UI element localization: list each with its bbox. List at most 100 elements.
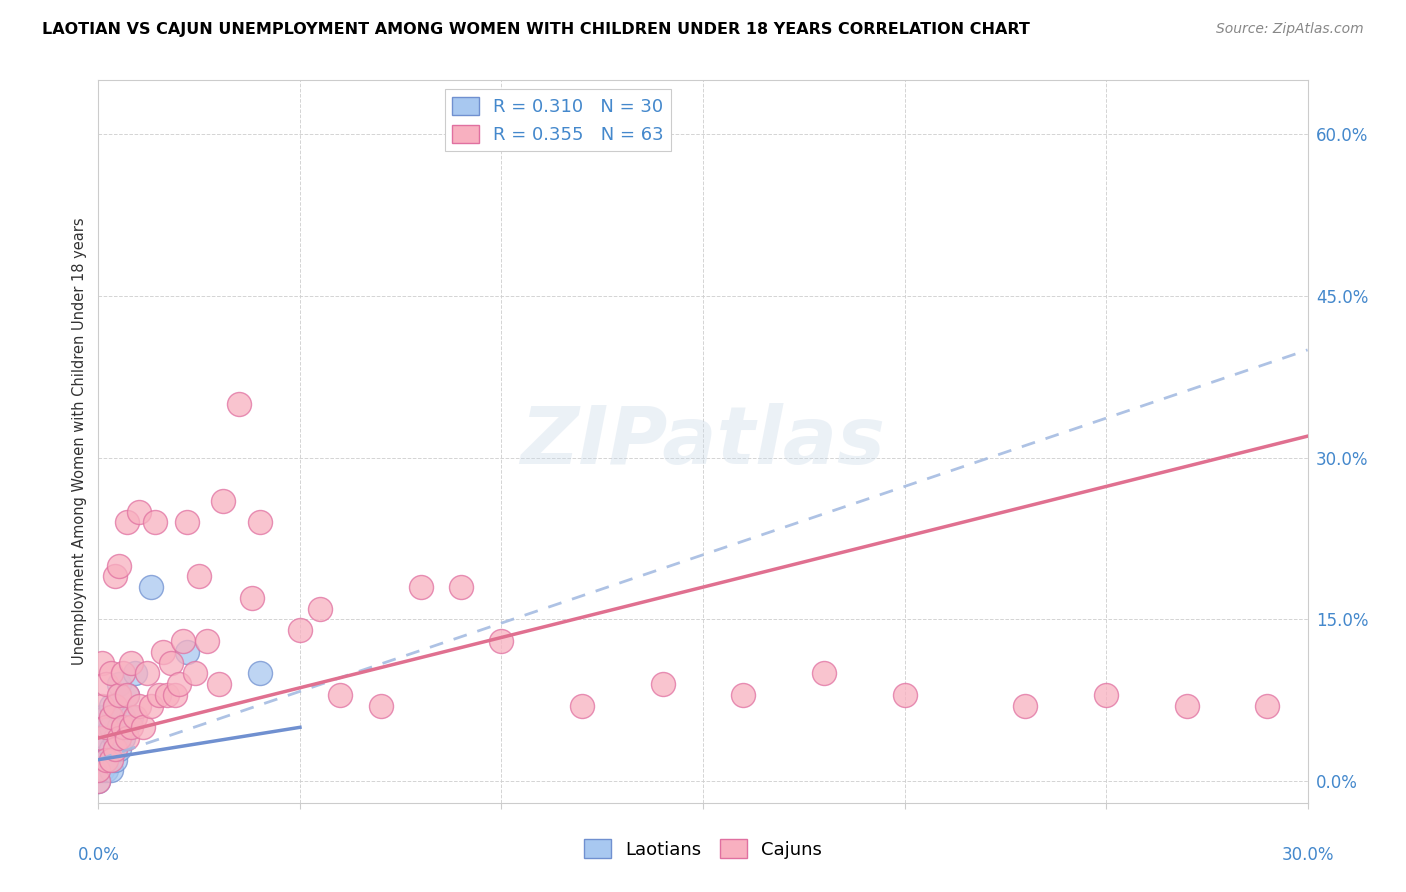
Point: [1175, 698, 1198, 713]
Point: [115, 731, 138, 745]
Point: [87, 774, 110, 789]
Point: [120, 720, 142, 734]
Point: [96, 677, 118, 691]
Point: [96, 720, 118, 734]
Text: 0.0%: 0.0%: [77, 847, 120, 864]
Point: [288, 624, 311, 638]
Point: [96, 753, 118, 767]
Point: [111, 666, 134, 681]
Point: [139, 580, 162, 594]
Point: [212, 493, 235, 508]
Point: [571, 698, 593, 713]
Point: [309, 601, 332, 615]
Text: LAOTIAN VS CAJUN UNEMPLOYMENT AMONG WOMEN WITH CHILDREN UNDER 18 YEARS CORRELATI: LAOTIAN VS CAJUN UNEMPLOYMENT AMONG WOME…: [42, 22, 1031, 37]
Point: [103, 753, 125, 767]
Point: [96, 731, 118, 745]
Point: [160, 656, 183, 670]
Point: [124, 666, 146, 681]
Point: [240, 591, 263, 605]
Point: [139, 698, 162, 713]
Point: [893, 688, 915, 702]
Point: [107, 731, 129, 745]
Text: 30.0%: 30.0%: [1281, 847, 1334, 864]
Point: [91, 742, 114, 756]
Point: [107, 677, 129, 691]
Legend: Laotians, Cajuns: Laotians, Cajuns: [576, 832, 830, 866]
Point: [100, 709, 122, 723]
Point: [450, 580, 472, 594]
Point: [100, 698, 122, 713]
Point: [115, 688, 138, 702]
Point: [120, 709, 142, 723]
Point: [172, 634, 194, 648]
Point: [103, 569, 125, 583]
Text: ZIPatlas: ZIPatlas: [520, 402, 886, 481]
Point: [249, 666, 271, 681]
Point: [163, 688, 186, 702]
Point: [103, 731, 125, 745]
Point: [96, 753, 118, 767]
Point: [329, 688, 352, 702]
Point: [128, 698, 150, 713]
Point: [107, 742, 129, 756]
Point: [128, 505, 150, 519]
Point: [184, 666, 207, 681]
Point: [124, 709, 146, 723]
Point: [195, 634, 218, 648]
Point: [176, 516, 198, 530]
Point: [103, 742, 125, 756]
Point: [135, 666, 157, 681]
Point: [132, 720, 155, 734]
Point: [1014, 698, 1036, 713]
Point: [115, 516, 138, 530]
Point: [228, 397, 250, 411]
Point: [111, 731, 134, 745]
Point: [148, 688, 170, 702]
Point: [1095, 688, 1118, 702]
Point: [176, 645, 198, 659]
Point: [87, 764, 110, 778]
Point: [91, 709, 114, 723]
Point: [87, 764, 110, 778]
Point: [91, 698, 114, 713]
Point: [152, 645, 174, 659]
Point: [91, 656, 114, 670]
Text: Source: ZipAtlas.com: Source: ZipAtlas.com: [1216, 22, 1364, 37]
Point: [103, 698, 125, 713]
Point: [91, 753, 114, 767]
Point: [100, 742, 122, 756]
Point: [111, 709, 134, 723]
Point: [100, 753, 122, 767]
Point: [115, 720, 138, 734]
Y-axis label: Unemployment Among Women with Children Under 18 years: Unemployment Among Women with Children U…: [72, 218, 87, 665]
Point: [87, 774, 110, 789]
Point: [120, 656, 142, 670]
Point: [111, 720, 134, 734]
Point: [1256, 698, 1278, 713]
Point: [733, 688, 755, 702]
Point: [100, 720, 122, 734]
Point: [91, 731, 114, 745]
Point: [491, 634, 513, 648]
Point: [249, 516, 271, 530]
Point: [156, 688, 179, 702]
Point: [107, 688, 129, 702]
Point: [188, 569, 211, 583]
Point: [208, 677, 231, 691]
Point: [91, 764, 114, 778]
Point: [143, 516, 166, 530]
Point: [167, 677, 190, 691]
Point: [370, 698, 392, 713]
Point: [100, 764, 122, 778]
Point: [100, 666, 122, 681]
Point: [96, 709, 118, 723]
Point: [96, 764, 118, 778]
Point: [107, 720, 129, 734]
Point: [651, 677, 673, 691]
Point: [107, 558, 129, 573]
Point: [813, 666, 835, 681]
Point: [103, 698, 125, 713]
Point: [115, 688, 138, 702]
Point: [409, 580, 432, 594]
Point: [91, 731, 114, 745]
